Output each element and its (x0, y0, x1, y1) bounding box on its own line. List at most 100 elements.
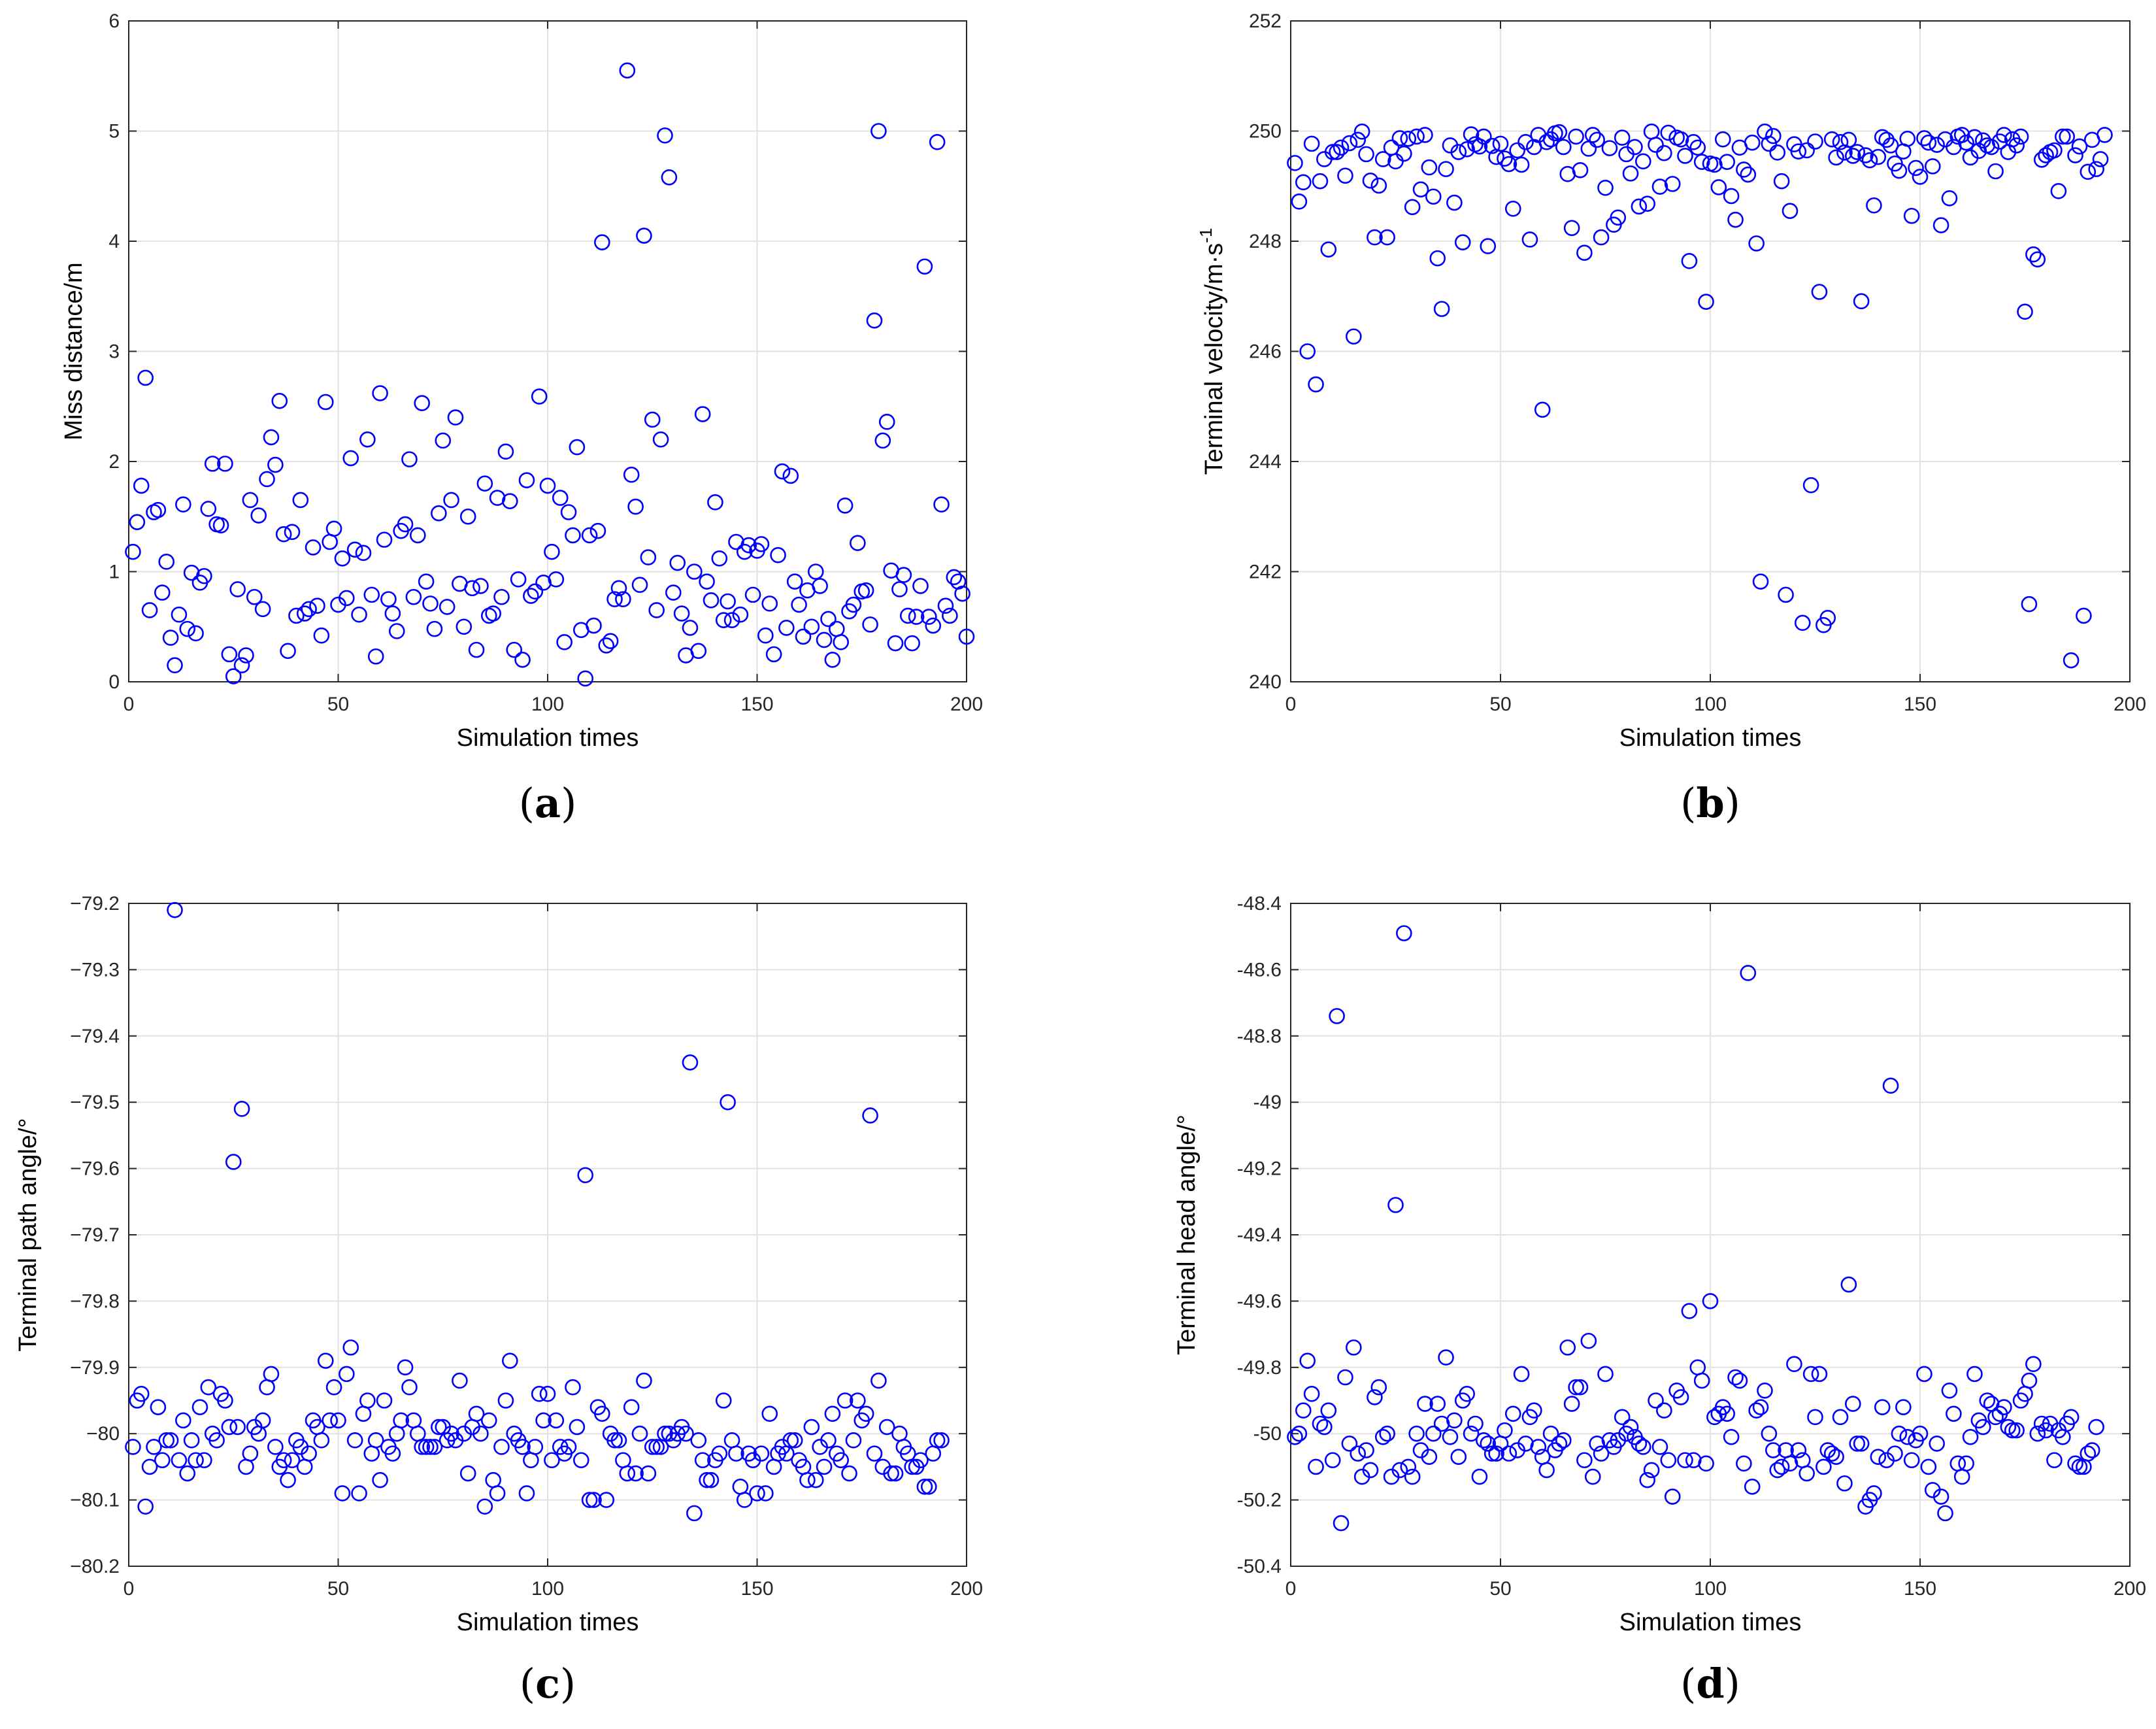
data-point (1908, 159, 1924, 176)
data-point (225, 1154, 242, 1170)
data-point (1958, 134, 1974, 151)
data-point (866, 312, 883, 329)
x-tick-label: 0 (1285, 1578, 1297, 1600)
data-point (1832, 134, 1849, 150)
data-point (610, 1432, 627, 1449)
data-point (1627, 139, 1643, 156)
data-point (242, 1445, 259, 1462)
data-point (1874, 129, 1891, 146)
data-point (171, 1452, 188, 1469)
data-point (619, 1465, 636, 1482)
data-point (565, 527, 581, 544)
data-point (1631, 198, 1648, 215)
data-point (1601, 140, 1618, 156)
data-point (1799, 1465, 1815, 1482)
x-tick-label: 50 (327, 1578, 349, 1600)
data-point (895, 567, 912, 583)
y-tick-label: -49.2 (1237, 1158, 1282, 1180)
data-point (2054, 128, 2071, 145)
data-point (339, 590, 355, 607)
data-point (2067, 147, 2083, 163)
data-point (288, 607, 305, 624)
data-point (1861, 152, 1878, 169)
data-point (2067, 1455, 2083, 1472)
data-point (598, 637, 615, 654)
data-point (1656, 1402, 1672, 1419)
data-point (431, 1418, 447, 1435)
data-point (569, 439, 586, 456)
y-tick-label: -50.4 (1237, 1556, 1282, 1577)
data-point (447, 409, 464, 426)
data-point (1723, 188, 1740, 205)
data-point (2012, 128, 2029, 145)
data-point (1425, 188, 1442, 205)
data-point (1504, 1405, 1521, 1422)
data-point (652, 431, 669, 448)
data-point (150, 1399, 167, 1415)
data-point (1362, 173, 1379, 189)
data-point (1534, 401, 1551, 418)
data-point (1744, 134, 1761, 151)
data-point (682, 620, 699, 636)
data-point (146, 1439, 162, 1455)
data-point (422, 596, 439, 612)
data-point (1802, 1366, 1819, 1383)
data-point (1920, 1458, 1937, 1475)
data-point (1816, 1458, 1832, 1475)
data-point (1476, 1432, 1492, 1449)
data-point (954, 585, 970, 602)
data-point (1736, 161, 1752, 178)
data-point (1681, 253, 1698, 269)
data-point (644, 411, 661, 428)
data-point (271, 393, 288, 409)
x-tick-label: 0 (124, 1578, 135, 1600)
y-tick-label: 250 (1249, 121, 1282, 143)
data-point (1664, 176, 1681, 192)
data-point (1379, 1425, 1395, 1442)
data-point (878, 1418, 895, 1435)
data-point (891, 581, 908, 597)
data-point (857, 582, 874, 599)
data-point (1782, 203, 1799, 219)
y-tick-label: 6 (108, 10, 120, 32)
y-tick-label: -48.6 (1237, 959, 1282, 981)
data-point (1421, 1449, 1438, 1465)
data-point (1849, 1435, 1865, 1452)
data-point (233, 657, 250, 674)
data-point (2017, 303, 2033, 320)
data-point (1287, 1428, 1303, 1445)
data-point (1912, 1425, 1929, 1442)
data-point (736, 1492, 753, 1508)
data-point (1400, 130, 1417, 147)
data-point (627, 1465, 644, 1482)
data-point (1295, 1402, 1312, 1419)
data-point (1744, 1479, 1761, 1495)
data-point (443, 492, 459, 509)
x-tick-label: 150 (740, 694, 773, 715)
data-point (351, 1485, 367, 1502)
data-point (259, 471, 275, 488)
data-point (765, 646, 782, 663)
data-point (200, 501, 217, 517)
data-point (623, 1399, 640, 1415)
data-point (229, 581, 246, 597)
data-point (1374, 1428, 1391, 1445)
data-point (799, 1471, 816, 1488)
data-point (1870, 148, 1887, 165)
data-point (1790, 1442, 1807, 1458)
data-point (497, 443, 514, 460)
data-point (720, 593, 736, 610)
panel-label: (d) (1680, 1660, 1740, 1707)
data-point (1446, 1412, 1463, 1429)
data-point (850, 1392, 866, 1409)
data-point (158, 554, 174, 570)
data-point (1568, 1379, 1584, 1396)
data-point (250, 507, 267, 524)
data-point (1929, 1435, 1945, 1452)
data-point (296, 605, 313, 622)
data-point (837, 1392, 854, 1409)
data-point (1316, 1418, 1333, 1435)
data-point (925, 617, 942, 634)
data-point (1681, 1303, 1698, 1319)
data-point (263, 429, 280, 446)
